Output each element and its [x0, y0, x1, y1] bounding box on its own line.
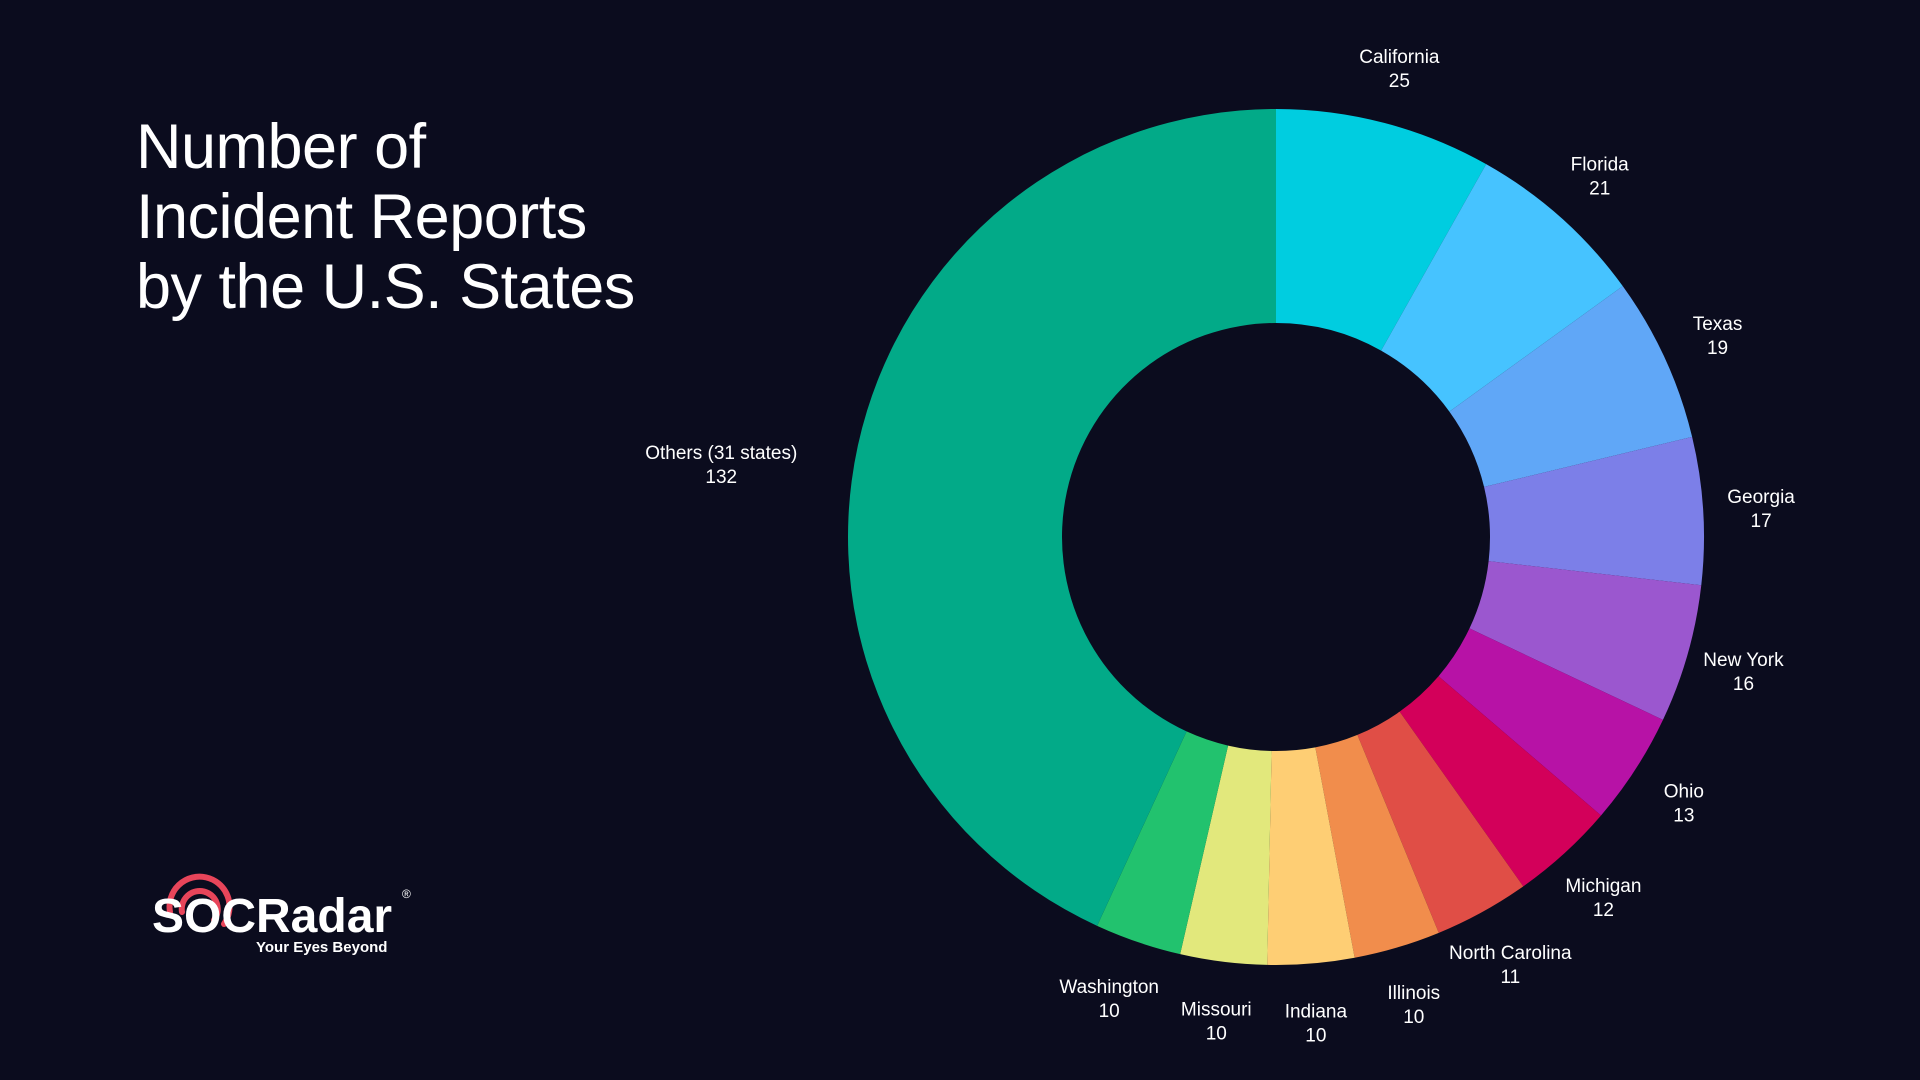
title-line-3: by the U.S. States [136, 252, 635, 322]
socradar-logo: SOCRadar ® Your Eyes Beyond [152, 873, 411, 956]
label-name: Georgia [1727, 487, 1795, 508]
donut-slices [847, 108, 1704, 965]
label-washington: Washington 10 [1059, 977, 1159, 1022]
label-value: 19 [1707, 338, 1728, 359]
label-value: 10 [1305, 1025, 1326, 1046]
label-florida: Florida 21 [1571, 154, 1630, 199]
label-name: Washington [1059, 977, 1159, 998]
logo-tagline: Your Eyes Beyond [256, 939, 387, 956]
slice-indiana [1267, 747, 1355, 965]
slice-others-31-states [847, 108, 1276, 926]
logo-wordmark: SOCRadar [152, 890, 392, 943]
label-value: 13 [1673, 805, 1694, 826]
label-value: 11 [1500, 967, 1520, 988]
label-name: New York [1703, 650, 1784, 671]
label-texas: Texas 19 [1693, 314, 1743, 359]
slice-michigan [1399, 676, 1602, 887]
label-name: Florida [1571, 154, 1630, 175]
label-name: Illinois [1387, 983, 1440, 1004]
label-indiana: Indiana 10 [1285, 1001, 1348, 1046]
label-value: 10 [1099, 1001, 1120, 1022]
label-name: Ohio [1664, 781, 1704, 802]
slice-new-york [1469, 561, 1702, 720]
label-michigan: Michigan 12 [1565, 876, 1641, 921]
slice-illinois [1315, 734, 1439, 958]
label-new-york: New York 16 [1703, 650, 1784, 695]
slice-georgia [1484, 436, 1704, 586]
slice-florida [1381, 164, 1623, 412]
label-ohio: Ohio 13 [1664, 781, 1704, 826]
slice-labels: California 25 Florida 21 Texas 19 Georgia 17 New… [645, 47, 1795, 1046]
label-missouri: Missouri 10 [1181, 999, 1252, 1044]
slice-california [1276, 109, 1487, 351]
slice-ohio [1438, 628, 1663, 816]
label-value: 16 [1733, 674, 1754, 695]
label-value: 12 [1593, 900, 1614, 921]
slice-texas [1449, 286, 1693, 487]
label-value: 10 [1403, 1007, 1424, 1028]
chart-title: Number of Incident Reports by the U.S. S… [136, 112, 756, 322]
label-georgia: Georgia 17 [1727, 487, 1795, 532]
label-illinois: Illinois 10 [1387, 983, 1440, 1028]
label-name: North Carolina [1449, 943, 1572, 964]
label-name: Texas [1693, 314, 1743, 335]
slice-missouri [1180, 745, 1272, 965]
label-value: 17 [1751, 511, 1772, 532]
label-name: Indiana [1285, 1001, 1348, 1022]
label-value: 10 [1206, 1023, 1227, 1044]
label-name: Michigan [1565, 876, 1641, 897]
label-name: Others (31 states) [645, 443, 797, 464]
slice-washington [1097, 731, 1229, 955]
title-line-2: Incident Reports [136, 182, 587, 252]
logo-registered-mark: ® [402, 887, 411, 901]
title-line-1: Number of [136, 112, 426, 182]
label-value: 21 [1589, 178, 1610, 199]
label-name: California [1359, 47, 1440, 68]
label-name: Missouri [1181, 999, 1252, 1020]
label-value: 25 [1389, 71, 1410, 92]
slice-north-carolina [1357, 711, 1524, 933]
label-value: 132 [705, 467, 737, 488]
radar-waves-icon [166, 873, 233, 927]
label-others-31-states: Others (31 states) 132 [645, 443, 797, 488]
label-north-carolina: North Carolina 11 [1449, 943, 1572, 988]
label-california: California 25 [1359, 47, 1440, 92]
